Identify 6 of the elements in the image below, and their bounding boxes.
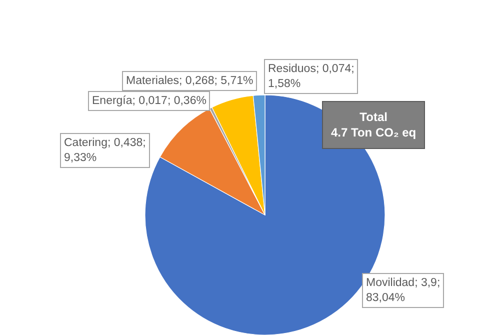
text: Total 4.7 Ton CO₂ eq <box>331 110 416 140</box>
slice-label: Catering; 0,438; 9,33% <box>64 137 146 164</box>
slice-label: Energía; 0,017; 0,36% <box>92 95 206 107</box>
slice-label: Residuos; 0,074; 1,58% <box>268 63 354 90</box>
slice-label: Materiales; 0,268; 5,71% <box>126 75 254 87</box>
slice-label: Movilidad; 3,9; 83,04% <box>366 277 440 304</box>
